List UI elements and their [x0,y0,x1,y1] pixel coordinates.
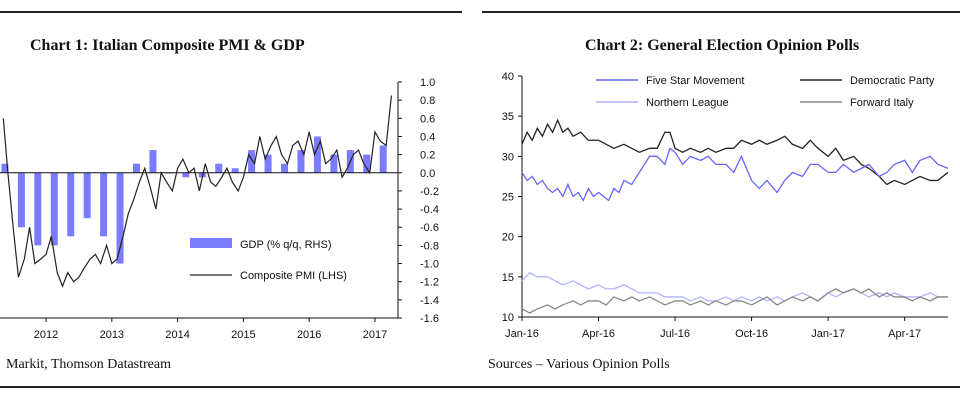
y-tick-label: 10 [502,312,514,324]
right-tick-label: -1.4 [420,295,439,307]
gdp-bar [1,163,9,173]
gdp-bar [281,163,289,173]
right-tick-label: 0.2 [420,150,435,162]
gdp-bar [133,163,141,173]
x-tick-label: 2015 [231,329,255,341]
legend-pmi-label: Composite PMI (LHS) [240,270,347,282]
series-line-democratic-party [521,118,949,186]
series-line-northern-league [521,272,948,302]
gdp-bar [182,172,190,178]
series-line-five-star-movement [521,147,949,202]
gdp-bar [34,172,42,246]
right-tick-label: -0.6 [420,222,439,234]
gdp-bar [83,172,91,219]
x-tick-label: 2017 [363,329,387,341]
gdp-bar [50,172,58,246]
right-tick-label: -1.2 [420,277,439,289]
gdp-bar [379,145,387,173]
y-tick-label: 40 [502,71,514,83]
right-tick-label: 0.4 [420,131,435,143]
gdp-bar [116,172,124,264]
x-tick-label: Jan-16 [505,328,539,340]
chart2-title: Chart 2: General Election Opinion Polls [585,37,860,54]
right-tick-label: 0.6 [420,113,435,125]
legend-label: Five Star Movement [646,75,744,87]
y-tick-label: 25 [502,192,514,204]
legend-label: Democratic Party [850,75,935,87]
legend-gdp-swatch [190,238,232,248]
y-tick-label: 20 [502,232,514,244]
gdp-bar [149,150,157,173]
x-tick-label: Apr-16 [582,328,615,340]
right-tick-label: -0.8 [420,240,439,252]
right-tick-label: 0.8 [420,95,435,107]
chart2-source: Sources – Various Opinion Polls [488,357,670,372]
pmi-line [2,95,393,288]
gdp-bar [17,172,25,228]
gdp-bar [67,172,75,237]
gdp-bar [215,163,223,173]
gdp-bar [248,150,256,173]
gdp-bar [100,172,108,237]
gdp-bar [330,154,338,173]
x-tick-label: 2016 [297,329,321,341]
gdp-bar [313,136,321,173]
right-tick-label: -1.6 [420,313,439,325]
y-tick-label: 30 [502,151,514,163]
right-tick-label: -0.4 [420,204,439,216]
top-rule-left [0,11,462,13]
x-tick-label: Oct-16 [735,328,768,340]
series-line-forward-italy [521,288,948,314]
right-tick-label: -0.2 [420,186,439,198]
x-tick-label: Apr-17 [888,328,921,340]
x-tick-label: 2014 [165,329,189,341]
gdp-bar [363,154,371,173]
chart1-source: Markit, Thomson Datastream [6,357,171,372]
legend-label: Forward Italy [850,97,914,109]
x-tick-label: 2012 [34,329,58,341]
x-tick-label: 2013 [100,329,124,341]
gdp-bar [297,150,305,173]
gdp-bar [264,154,272,173]
right-tick-label: 1.0 [420,77,435,89]
bottom-rule [0,386,960,388]
y-tick-label: 15 [502,272,514,284]
gdp-bar [231,168,239,173]
right-tick-label: -1.0 [420,259,439,271]
legend-label: Northern League [646,97,729,109]
x-tick-label: Jul-16 [660,328,690,340]
right-tick-label: 0.0 [420,168,435,180]
chart1-title: Chart 1: Italian Composite PMI & GDP [30,37,305,54]
legend-gdp-label: GDP (% q/q, RHS) [240,239,332,251]
y-tick-label: 35 [502,111,514,123]
top-rule-right [482,11,960,13]
x-tick-label: Jan-17 [811,328,845,340]
